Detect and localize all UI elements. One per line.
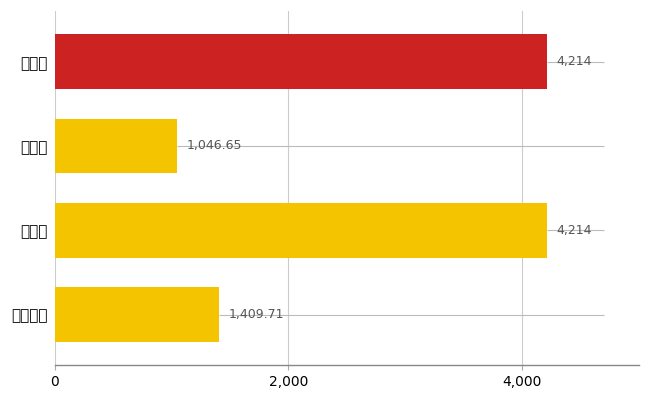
Text: 1,409.71: 1,409.71 bbox=[229, 308, 284, 321]
Text: 1,046.65: 1,046.65 bbox=[186, 140, 242, 152]
Bar bbox=[55, 118, 177, 173]
Text: 4,214: 4,214 bbox=[556, 224, 592, 237]
Bar bbox=[55, 34, 547, 89]
Bar bbox=[55, 287, 219, 342]
Bar bbox=[55, 203, 547, 258]
Text: 4,214: 4,214 bbox=[556, 55, 592, 68]
